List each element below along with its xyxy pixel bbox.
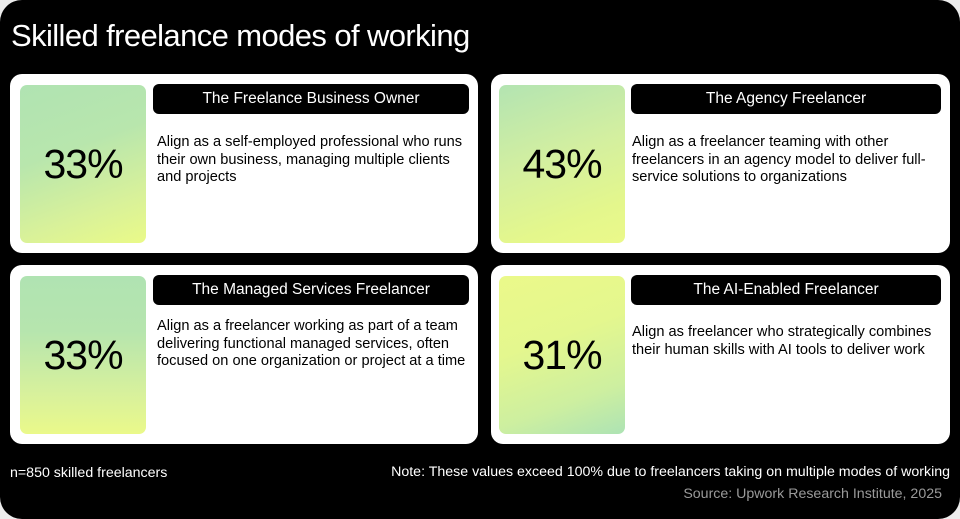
stat-box: 43% — [499, 85, 625, 243]
source-citation: Source: Upwork Research Institute, 2025 — [683, 486, 942, 502]
page-title: Skilled freelance modes of working — [11, 18, 470, 53]
sample-size-note: n=850 skilled freelancers — [10, 465, 168, 481]
stat-box: 31% — [499, 276, 625, 434]
mode-card-freelance-business-owner: 33% The Freelance Business Owner Align a… — [10, 74, 478, 253]
mode-label: The AI-Enabled Freelancer — [631, 275, 941, 305]
stat-percent: 33% — [43, 140, 123, 187]
mode-description: Align as a freelancer teaming with other… — [632, 134, 926, 185]
mode-label: The Agency Freelancer — [631, 84, 941, 114]
exceed-note: Note: These values exceed 100% due to fr… — [391, 464, 950, 480]
mode-label: The Managed Services Freelancer — [153, 275, 469, 305]
stat-box: 33% — [20, 85, 146, 243]
stat-percent: 31% — [522, 331, 602, 378]
mode-description: Align as freelancer who strategically co… — [632, 324, 932, 358]
mode-card-managed-services-freelancer: 33% The Managed Services Freelancer Alig… — [10, 265, 478, 444]
mode-label: The Freelance Business Owner — [153, 84, 469, 114]
stat-box: 33% — [20, 276, 146, 434]
mode-card-ai-enabled-freelancer: 31% The AI-Enabled Freelancer Align as f… — [491, 265, 950, 444]
stat-percent: 33% — [43, 331, 123, 378]
mode-card-agency-freelancer: 43% The Agency Freelancer Align as a fre… — [491, 74, 950, 253]
mode-description: Align as a self-employed professional wh… — [157, 134, 463, 185]
mode-description: Align as a freelancer working as part of… — [157, 318, 466, 369]
stat-percent: 43% — [522, 140, 602, 187]
